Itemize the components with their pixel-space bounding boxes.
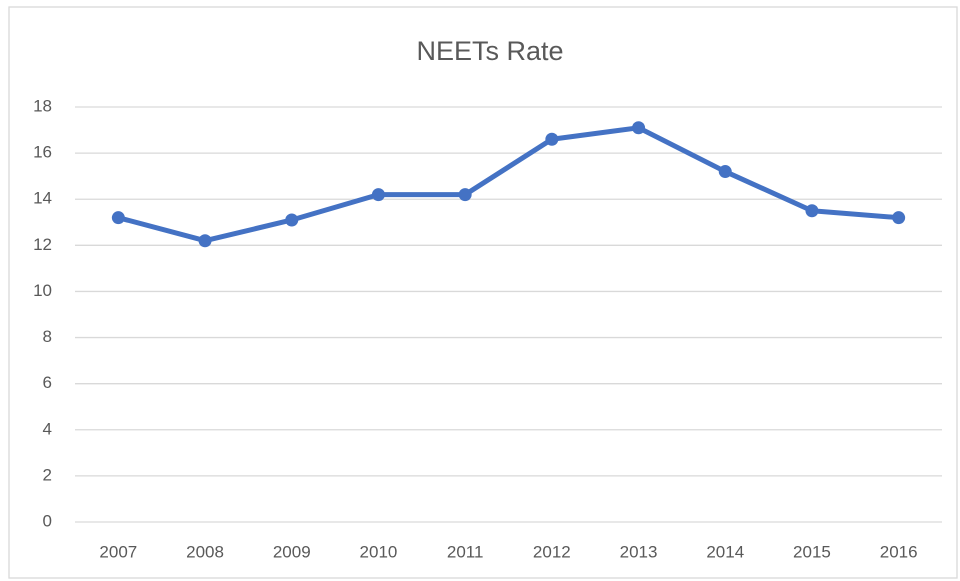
y-tick-label: 10 [33,281,52,300]
data-point [458,188,472,202]
x-tick-label: 2010 [360,542,398,561]
x-tick-label: 2012 [533,542,571,561]
data-point [805,204,819,218]
data-point [285,213,299,227]
y-tick-label: 14 [33,189,52,208]
y-tick-label: 16 [33,143,52,162]
y-tick-label: 12 [33,235,52,254]
x-tick-label: 2015 [793,542,831,561]
x-tick-label: 2014 [706,542,744,561]
chart-title: NEETs Rate [416,36,563,66]
data-point [111,211,125,225]
x-tick-label: 2013 [620,542,658,561]
y-tick-label: 18 [33,96,52,115]
x-tick-label: 2011 [447,542,484,561]
data-point [632,121,646,135]
x-tick-label: 2016 [880,542,918,561]
data-point [718,165,732,179]
y-tick-label: 2 [43,465,52,484]
y-tick-label: 4 [43,419,52,438]
chart-border [8,6,958,579]
y-tick-label: 6 [43,373,52,392]
data-point [371,188,385,202]
y-tick-label: 0 [43,511,52,530]
data-line [115,125,902,244]
data-point [545,132,559,146]
x-tick-label: 2007 [99,542,137,561]
x-tick-label: 2009 [273,542,311,561]
data-point [892,211,906,225]
x-tick-label: 2008 [186,542,224,561]
data-point [198,234,212,248]
y-tick-label: 8 [43,327,52,346]
